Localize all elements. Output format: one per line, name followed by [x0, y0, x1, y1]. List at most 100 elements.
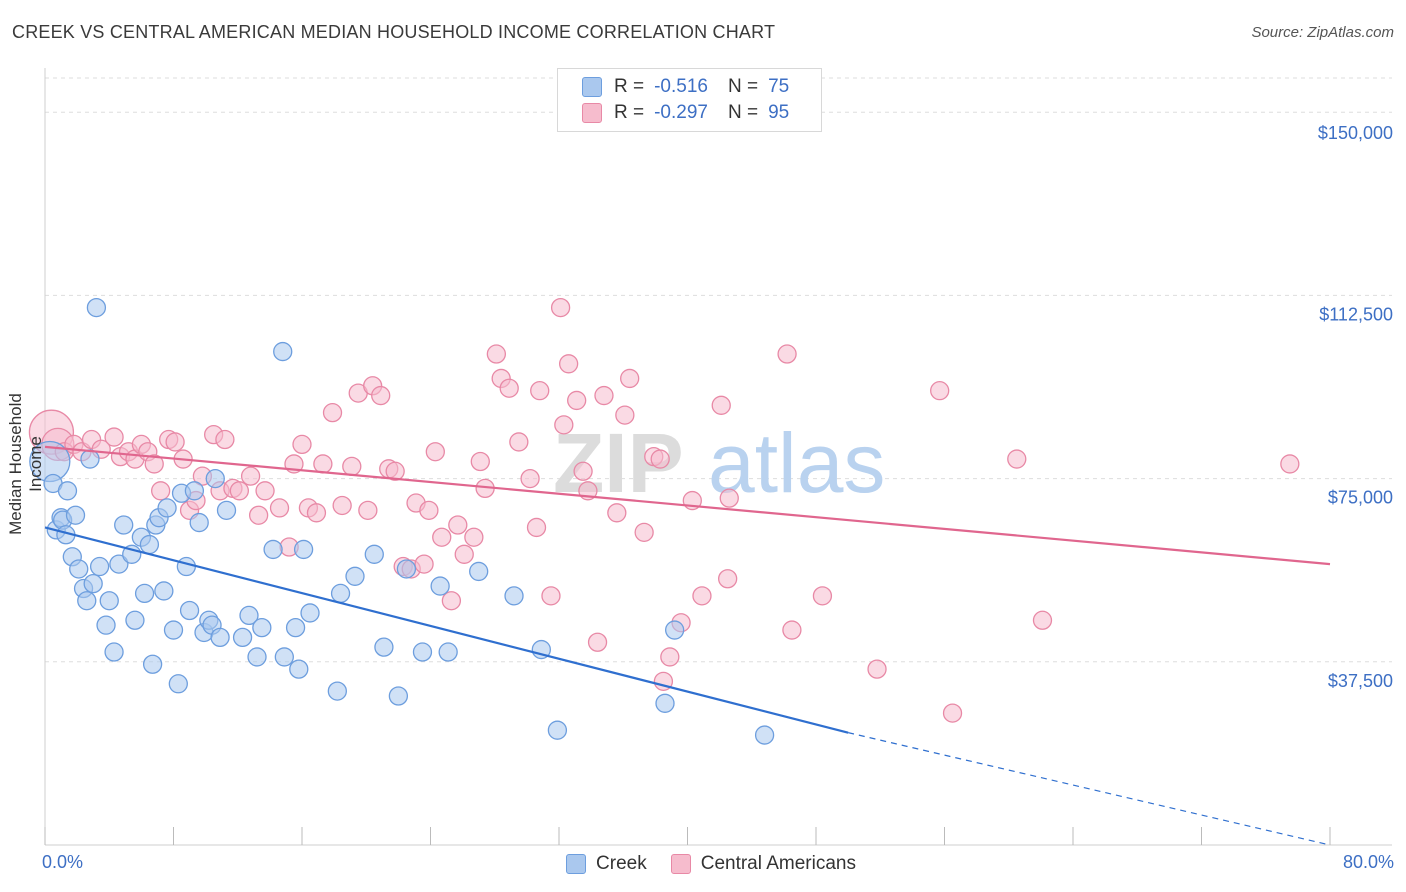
creek-legend-label: Creek — [596, 853, 647, 874]
central-americans-point — [371, 385, 391, 406]
central-americans-point — [470, 451, 490, 472]
central-americans-point — [782, 620, 802, 640]
central-americans-point — [711, 395, 731, 415]
central-americans-point — [432, 527, 452, 547]
creek-point — [247, 647, 267, 667]
central-americans-point — [255, 481, 275, 501]
creek-point — [754, 725, 775, 745]
creek-point — [125, 610, 145, 630]
watermark: ZIP atlas — [553, 416, 885, 510]
y-tick-label: $75,000 — [1328, 488, 1393, 508]
creek-point — [327, 681, 347, 701]
central-americans-point — [558, 354, 579, 374]
legend-row-creek: R = -0.516 N = 75 — [582, 75, 789, 99]
central-americans-point — [509, 432, 529, 452]
creek-point — [289, 659, 309, 679]
creek-point — [300, 603, 320, 623]
y-tick-label: $150,000 — [1318, 123, 1393, 143]
central-americans-point — [332, 495, 352, 516]
creek-point — [345, 566, 365, 586]
central-americans-point — [419, 500, 439, 521]
creek-n-value: 75 — [768, 76, 790, 97]
central-americans-point — [499, 378, 519, 398]
creek-point — [83, 573, 103, 594]
y-axis-label: Median Household Income — [6, 393, 45, 535]
creek-point — [216, 500, 237, 521]
central-americans-point — [385, 461, 405, 481]
central-americans-point — [240, 466, 261, 486]
central-americans-point — [719, 488, 739, 508]
central-americans-point — [692, 586, 712, 606]
creek-point — [179, 600, 200, 621]
central-americans-point — [650, 449, 670, 469]
creek-point — [364, 544, 384, 564]
central-americans-point — [615, 405, 635, 425]
legend-item-creek[interactable]: Creek — [566, 853, 647, 875]
creek-point — [396, 559, 417, 579]
creek-point — [80, 449, 100, 469]
creek-point — [154, 581, 174, 601]
central-americans-point — [660, 647, 680, 667]
central-americans-point — [292, 434, 312, 455]
creek-points — [29, 297, 775, 745]
creek-point — [205, 468, 225, 489]
central-americans-point — [594, 385, 614, 406]
creek-point — [210, 627, 230, 648]
creek-point — [96, 615, 116, 635]
central-americans-point — [248, 505, 269, 525]
central-americans-point — [269, 498, 290, 518]
central-legend-swatch — [670, 854, 691, 874]
central-americans-point — [550, 297, 571, 318]
creek-point — [104, 642, 124, 662]
central-americans-point — [1280, 454, 1300, 474]
central-americans-point — [486, 344, 507, 364]
chart-title: CREEK VS CENTRAL AMERICAN MEDIAN HOUSEHO… — [12, 22, 776, 42]
central-americans-point — [313, 454, 333, 474]
creek-point — [189, 512, 209, 533]
central-americans-point — [607, 503, 627, 523]
central-americans-point — [425, 442, 445, 462]
n-label: N = — [727, 76, 759, 97]
central-americans-point — [567, 390, 587, 411]
creek-point — [293, 539, 314, 560]
creek-point — [99, 591, 119, 611]
creek-point — [273, 341, 293, 362]
creek-point — [184, 481, 205, 501]
central-americans-point — [573, 461, 593, 481]
central-americans-point — [358, 500, 378, 521]
creek-point — [274, 647, 294, 667]
central-r-value: -0.297 — [654, 102, 708, 123]
creek-trend-extension — [847, 732, 1331, 846]
central-americans-point — [812, 586, 833, 606]
central-americans-point — [942, 703, 963, 723]
central-americans-points — [28, 297, 1300, 723]
creek-point — [157, 498, 177, 518]
central-americans-trend-line — [44, 445, 1331, 566]
creek-trend-line — [44, 526, 849, 734]
creek-point — [176, 556, 197, 577]
creek-point — [114, 515, 134, 535]
x-tick-max: 80.0% — [1342, 852, 1394, 872]
central-n-value: 95 — [768, 102, 790, 123]
creek-point — [57, 481, 78, 501]
central-americans-point — [229, 481, 250, 501]
central-americans-point — [144, 454, 164, 474]
grid-lines — [45, 77, 1392, 663]
creek-point — [139, 534, 160, 555]
central-swatch — [582, 103, 602, 123]
creek-point — [412, 642, 433, 662]
central-americans-point — [448, 515, 468, 535]
creek-point — [504, 586, 524, 606]
central-americans-point — [587, 632, 608, 652]
central-americans-point — [414, 554, 434, 574]
creek-point — [109, 554, 129, 574]
r-label: R = — [614, 102, 645, 123]
creek-point — [86, 297, 107, 318]
legend-item-central[interactable]: Central Americans — [670, 853, 856, 875]
creek-point — [430, 576, 450, 596]
creek-point — [655, 693, 675, 713]
creek-point — [388, 686, 409, 706]
creek-point — [89, 556, 110, 577]
central-americans-point — [526, 517, 547, 538]
y-tick-labels: $37,500 $75,000 $112,500 $150,000 — [1318, 123, 1393, 691]
